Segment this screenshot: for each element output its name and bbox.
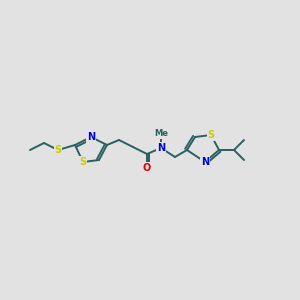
Text: S: S xyxy=(80,157,87,167)
Text: N: N xyxy=(201,157,209,167)
Text: Me: Me xyxy=(154,130,168,139)
Text: S: S xyxy=(54,145,61,155)
Text: N: N xyxy=(87,132,95,142)
Text: O: O xyxy=(143,163,151,173)
Text: N: N xyxy=(157,143,165,153)
Text: S: S xyxy=(207,130,214,140)
